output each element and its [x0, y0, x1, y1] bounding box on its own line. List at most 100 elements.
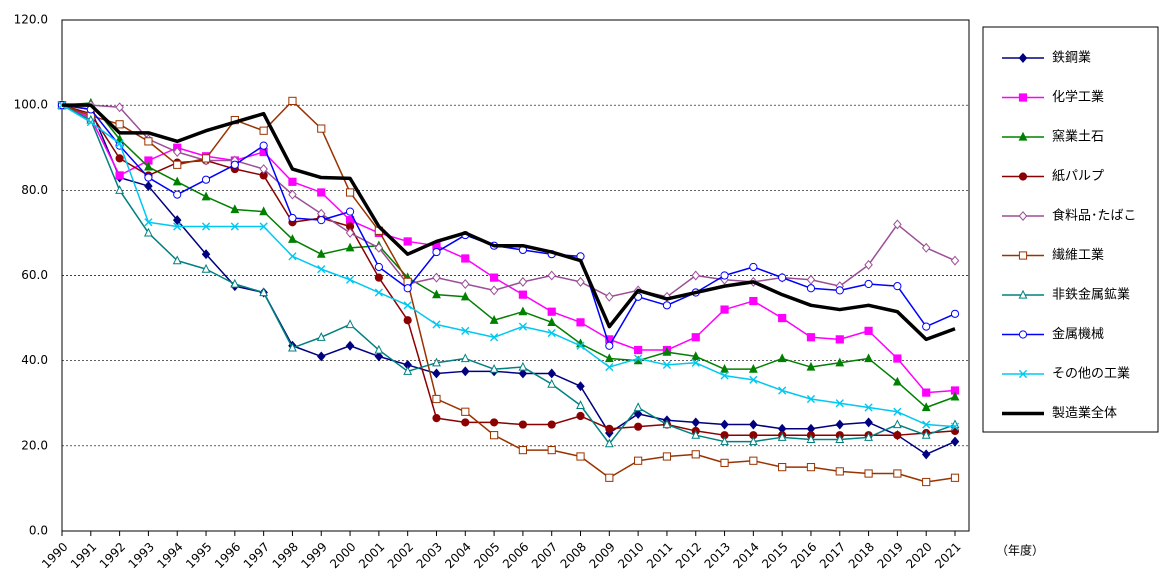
point — [604, 438, 614, 448]
point — [806, 274, 816, 285]
point — [864, 432, 873, 441]
point — [835, 467, 844, 476]
point — [720, 419, 729, 430]
point — [547, 420, 556, 429]
point — [691, 429, 701, 439]
point — [201, 191, 211, 201]
point — [720, 305, 729, 314]
point — [460, 353, 470, 363]
point — [518, 368, 528, 379]
point — [864, 353, 873, 363]
point — [950, 422, 960, 431]
point — [950, 309, 960, 318]
point — [259, 287, 269, 297]
point — [835, 286, 844, 295]
y-tick-label: 40.0 — [21, 353, 48, 367]
point — [172, 215, 182, 226]
point — [201, 175, 211, 184]
point — [662, 346, 672, 356]
point — [604, 353, 614, 363]
point — [316, 351, 326, 362]
point — [547, 328, 556, 338]
x-tick-label: 1998 — [270, 540, 301, 571]
point — [489, 363, 499, 373]
point — [1018, 289, 1028, 299]
point — [489, 431, 499, 440]
point — [892, 419, 902, 429]
point — [921, 429, 931, 439]
point — [374, 351, 384, 362]
x-tick-label: 1996 — [212, 540, 243, 571]
point — [864, 279, 873, 289]
point — [662, 360, 672, 370]
point — [489, 314, 499, 324]
x-tick-label: 2006 — [500, 540, 531, 571]
point — [432, 320, 441, 329]
y-tick-label: 20.0 — [21, 438, 48, 452]
point — [1018, 93, 1028, 102]
point — [489, 285, 499, 296]
point — [317, 265, 326, 274]
y-tick-label: 0.0 — [29, 524, 48, 538]
point — [374, 288, 383, 297]
point — [1018, 251, 1028, 260]
point — [144, 227, 153, 237]
point — [662, 301, 672, 310]
point — [720, 458, 729, 467]
point — [777, 353, 787, 363]
x-tick-label: 2005 — [471, 540, 502, 571]
point — [317, 216, 326, 225]
point — [173, 190, 182, 199]
point — [115, 139, 124, 148]
point — [921, 449, 931, 460]
point — [634, 456, 643, 465]
point — [460, 291, 470, 301]
point — [490, 333, 499, 342]
point — [576, 341, 585, 350]
point — [1018, 53, 1028, 63]
series-line — [61, 100, 956, 483]
point — [864, 417, 873, 428]
point — [461, 407, 470, 416]
x-tick-label: 2018 — [846, 540, 877, 571]
point — [691, 417, 701, 428]
point — [893, 431, 902, 440]
x-tick-label: 1997 — [241, 540, 272, 571]
point — [921, 402, 931, 412]
point — [633, 408, 643, 419]
series — [57, 99, 960, 448]
point — [518, 420, 528, 429]
point — [547, 368, 556, 379]
point — [893, 282, 902, 291]
point — [288, 189, 297, 200]
point — [230, 222, 239, 231]
point — [864, 326, 873, 335]
point — [778, 463, 787, 472]
point — [835, 419, 845, 430]
point — [893, 407, 902, 416]
point — [230, 160, 239, 169]
point — [403, 366, 413, 375]
x-tick-label: 1999 — [298, 540, 329, 571]
x-tick-label: 2013 — [702, 540, 733, 571]
point — [374, 344, 384, 354]
point — [172, 147, 182, 157]
point — [576, 411, 585, 421]
point — [144, 173, 153, 182]
point — [259, 164, 268, 175]
point — [432, 357, 441, 367]
point — [316, 332, 326, 341]
y-tick-label: 120.0 — [14, 13, 48, 27]
point — [662, 452, 672, 461]
x-tick-label: 2012 — [673, 540, 704, 571]
point — [893, 219, 902, 230]
point — [345, 188, 355, 197]
point — [806, 284, 816, 293]
point — [345, 242, 355, 252]
point — [547, 270, 556, 281]
x-tick-label: 2017 — [817, 540, 848, 571]
point — [748, 436, 758, 446]
series — [57, 100, 960, 302]
point — [1018, 330, 1028, 339]
point — [749, 375, 758, 384]
